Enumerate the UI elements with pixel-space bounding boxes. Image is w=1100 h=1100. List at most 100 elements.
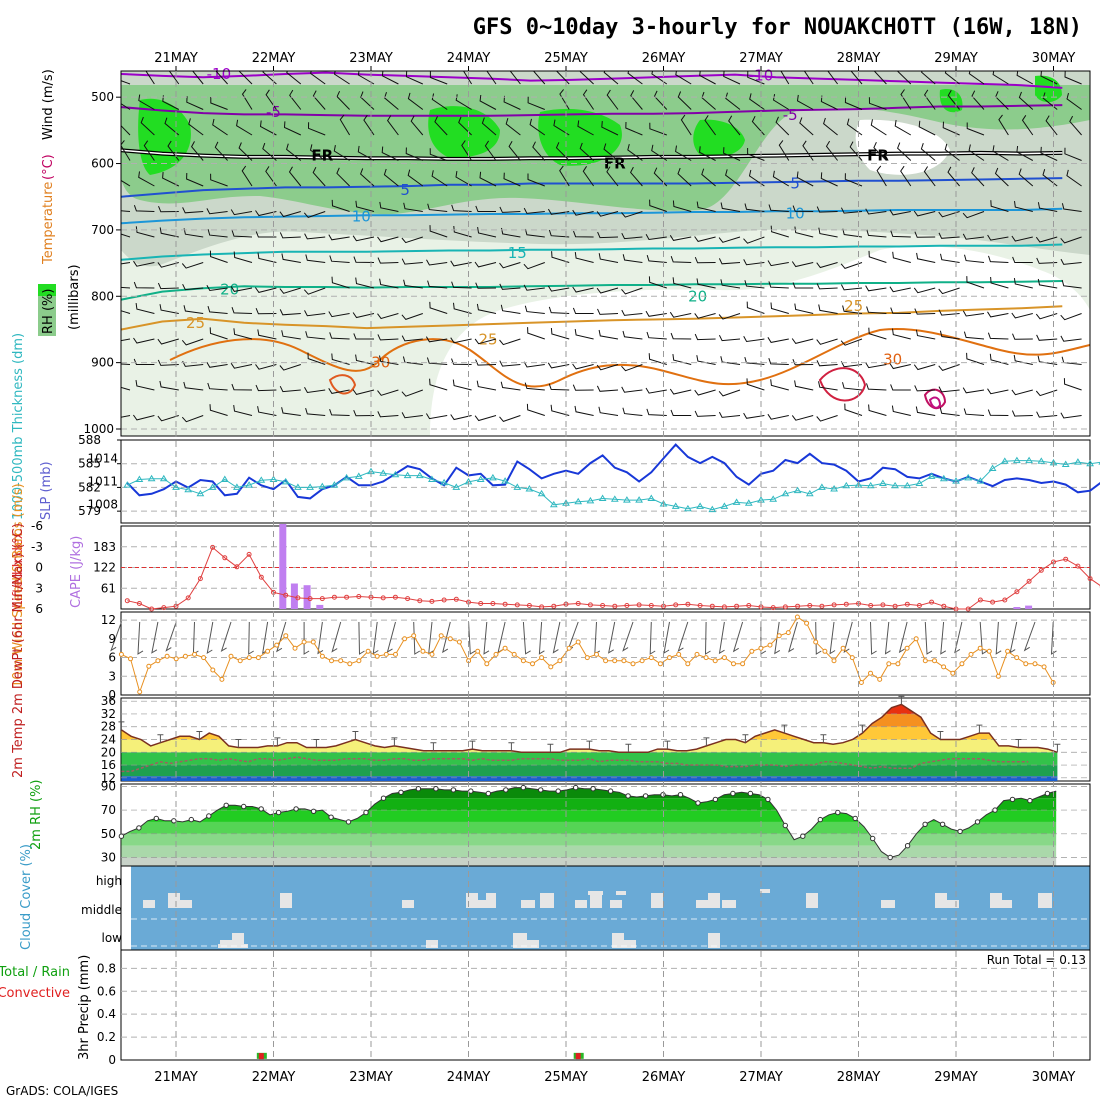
li-point [283, 592, 289, 598]
surface-wind-barb [815, 621, 822, 655]
wind-speed-point [1032, 661, 1038, 667]
wind-barb [606, 166, 619, 187]
wind-barb [336, 90, 350, 110]
li-point [136, 601, 142, 606]
chart-title: GFS 0~10day 3-hourly for NOUAKCHOTT (16W… [473, 15, 1082, 40]
temp-range-bar [1015, 739, 1022, 748]
li-point [429, 598, 435, 604]
wind-barb [743, 259, 765, 266]
rh-tick-label: 50 [101, 827, 116, 841]
contour-label: 30 [371, 354, 390, 372]
wind-barb [1037, 355, 1058, 365]
wind-barb [675, 145, 692, 161]
thickness-point [513, 483, 522, 490]
rh-point [922, 821, 928, 827]
rh-point [310, 808, 317, 814]
wind-barb [842, 305, 863, 314]
wind-barb [429, 148, 448, 161]
rh-point [677, 792, 684, 798]
wind-barb [401, 258, 423, 265]
wind-barb [231, 383, 253, 391]
date-label: 25MAY [544, 51, 588, 66]
isotherm-freezing-inner [121, 149, 1063, 160]
wind-speed-point [995, 673, 1001, 679]
cloud-bar [1000, 900, 1012, 908]
wind-speed-point [557, 658, 563, 664]
wind-barb [255, 308, 277, 315]
wind-barb [209, 327, 228, 340]
wind-barb [190, 141, 204, 161]
wind-barb [603, 143, 619, 161]
date-label: 29MAY [934, 1070, 978, 1085]
wind-barb [720, 202, 741, 212]
thickness-point [489, 473, 497, 481]
wind-barb [309, 144, 326, 161]
date-label: 23MAY [349, 1070, 393, 1085]
wind-barb [333, 71, 350, 85]
precip-legend-conv: Convective [0, 986, 70, 1001]
wind-barb [865, 208, 887, 215]
surface-wind-barb [522, 621, 531, 655]
thickness-point [391, 470, 400, 478]
wind-barb [241, 89, 253, 110]
wind-barb [138, 94, 155, 110]
wind-speed-point [502, 645, 508, 651]
wind-barb [1061, 203, 1082, 212]
isotherm [121, 71, 1063, 89]
li-point [307, 596, 313, 602]
wind-barb [279, 232, 301, 239]
surface-wind-barb [1023, 621, 1036, 652]
li-point [161, 605, 167, 611]
wind-barb [677, 167, 692, 187]
slp-tick-label: 1011 [87, 475, 118, 489]
wind-barb [751, 115, 765, 136]
li-tick-label: 0 [35, 561, 43, 575]
surface-wind-barb [898, 621, 908, 654]
precip-conv-bar [258, 1053, 264, 1060]
li-point [673, 602, 679, 608]
li-tick-label: -6 [31, 519, 43, 533]
wind-speed-point [594, 651, 599, 657]
wind-barb [186, 172, 204, 187]
wind-barb [331, 276, 350, 289]
wind-speed-point [849, 655, 855, 661]
wind-barb [1060, 313, 1082, 321]
lifted-index-axis-label: Lifted Index [11, 531, 26, 608]
wind-barb [627, 143, 643, 161]
wind-barb [840, 207, 863, 214]
li-point [1038, 567, 1044, 573]
wind-barb [548, 306, 570, 314]
rh-point [817, 816, 823, 823]
cloud-bar [143, 900, 155, 908]
rh-point [433, 786, 439, 792]
wind-barb [792, 359, 814, 366]
wind-tick-label: 0 [108, 688, 116, 702]
thickness-point [647, 494, 656, 501]
surface-wind-barb [386, 621, 396, 653]
wind-speed-point [475, 648, 481, 654]
wind-barb [914, 231, 936, 238]
cape-tick-label: 122 [93, 561, 116, 575]
wind-barb [431, 93, 448, 110]
thickness-point [781, 489, 790, 497]
wind-barb [672, 200, 692, 212]
wind-barb [579, 71, 594, 85]
cape-bar [303, 585, 311, 609]
wind-barb [669, 388, 692, 395]
wind-speed-point [274, 642, 280, 648]
wind-barb [283, 121, 302, 136]
wind-barb [207, 305, 228, 314]
li-point [356, 594, 362, 599]
wind-barb [816, 283, 838, 290]
wind-speed-point [511, 651, 517, 657]
li-line [127, 546, 1100, 610]
rh-point [136, 825, 142, 831]
wind-barb [121, 262, 131, 265]
wind-barb [938, 364, 960, 371]
wind-barb [645, 387, 667, 394]
wind-barb [1069, 115, 1082, 136]
cloud-bar [708, 893, 720, 908]
contour-label: 15 [508, 244, 527, 262]
wind-barb [121, 210, 131, 212]
wind-speed-point [959, 661, 965, 667]
